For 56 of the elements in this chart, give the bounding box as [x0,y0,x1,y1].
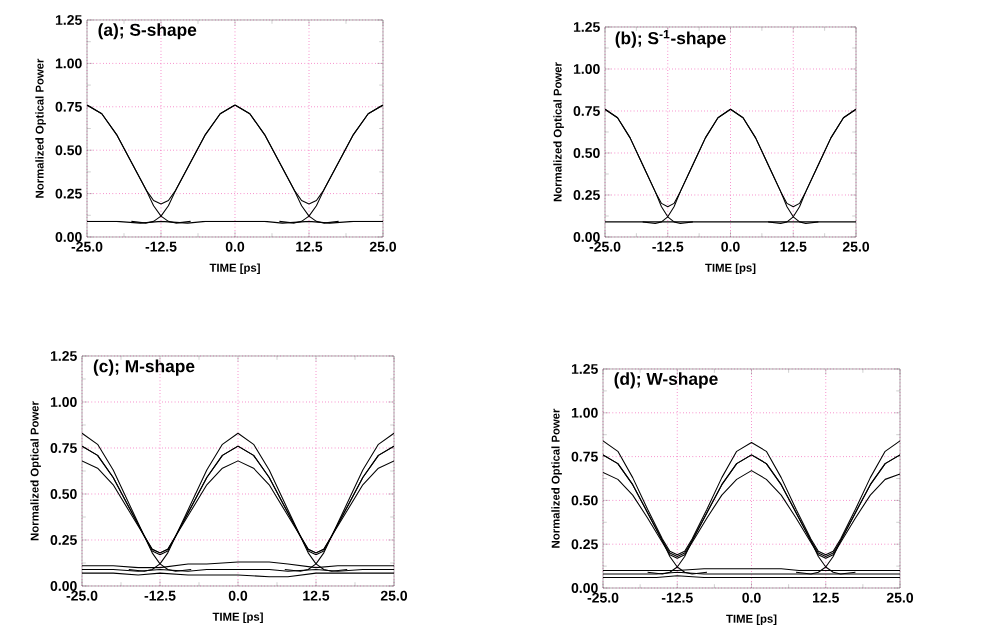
x-tick-label: -25.0 [71,241,103,252]
x-tick-label: 12.5 [296,241,323,252]
x-tick-label: 25.0 [842,241,870,252]
y-tick-label: 0.75 [571,451,598,462]
y-tick-label: 0.50 [571,495,598,506]
x-tick-label: -12.5 [652,241,684,252]
chart-title: (d); W-shape [614,372,718,389]
y-tick-label: 1.25 [571,364,598,374]
y-tick-label: 0.25 [573,190,600,200]
y-tick-label: 0.25 [571,539,598,550]
y-tick-label: 0.50 [55,145,82,156]
y-tick-label: 1.25 [55,15,82,25]
y-tick-label: 0.75 [573,106,600,116]
x-tick-label: 0.0 [721,241,740,252]
x-tick-label: -12.5 [145,241,177,252]
y-axis-title: Normalized Optical Power [30,401,41,541]
y-axis-title: Normalized Optical Power [551,408,562,548]
y-tick-label: 1.00 [55,58,82,69]
y-tick-label: 1.25 [50,351,77,361]
y-tick-label: 1.00 [50,397,77,407]
x-tick-label: -25.0 [66,590,98,601]
chart-title: (c); M-shape [93,359,195,376]
y-tick-label: 0.75 [55,101,82,112]
y-tick-label: 0.00 [50,581,77,591]
y-tick-label: 0.25 [55,188,82,199]
chart-title: (a); S-shape [98,23,197,40]
x-tick-label: 25.0 [380,590,408,601]
x-tick-label: 12.5 [303,590,330,601]
x-tick-label: 0.0 [228,590,248,601]
x-axis-title: TIME [ps] [209,263,260,274]
x-axis-title: TIME [ps] [705,263,756,274]
x-tick-label: -25.0 [589,241,621,252]
x-tick-label: 0.0 [742,592,761,603]
x-tick-label: 25.0 [886,592,914,603]
chart-title: (b); S$^{-1}$-shape [615,30,726,48]
y-tick-label: 0.50 [573,148,600,158]
y-tick-label: 0.75 [50,443,77,453]
y-tick-label: 0.00 [571,583,598,593]
y-tick-label: 0.50 [50,489,77,499]
y-axis-title: Normalized Optical Power [553,62,564,202]
x-tick-label: -12.5 [144,590,176,601]
x-tick-label: 25.0 [369,241,397,252]
x-tick-label: -25.0 [587,592,619,603]
y-tick-label: 0.00 [573,232,600,242]
x-tick-label: -12.5 [661,592,693,603]
x-tick-label: 0.0 [225,241,245,252]
y-tick-label: 1.25 [573,22,600,32]
x-axis-title: TIME [ps] [212,612,263,623]
x-tick-label: 12.5 [813,592,839,603]
y-tick-label: 1.00 [571,407,598,418]
y-tick-label: 0.25 [50,535,77,545]
x-tick-label: 12.5 [780,241,807,252]
x-axis-title: TIME [ps] [726,614,777,625]
y-tick-label: 1.00 [573,64,600,74]
y-axis-title: Normalized Optical Power [35,58,46,198]
y-tick-label: 0.00 [55,232,82,242]
